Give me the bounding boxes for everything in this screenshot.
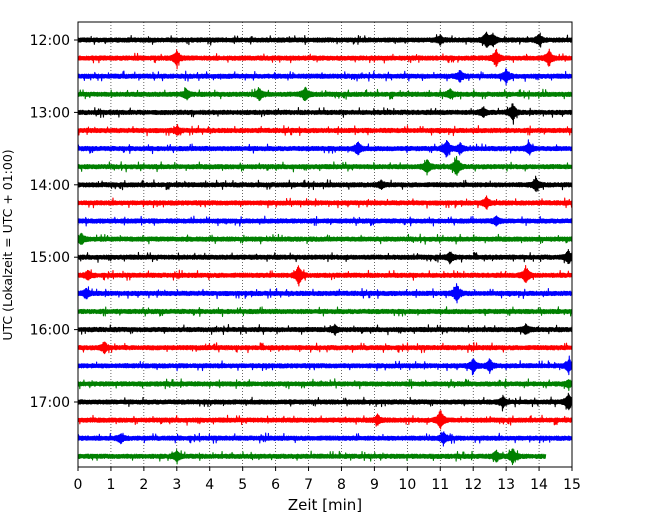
trace-1415 [77, 195, 573, 210]
x-tick-label-15: 15 [563, 477, 581, 493]
y-tick-label-15:00: 15:00 [30, 250, 70, 266]
x-tick-label-10: 10 [398, 477, 416, 493]
y-tick-label-13:00: 13:00 [30, 105, 70, 121]
x-tick-label-8: 8 [337, 477, 346, 493]
trace-1215 [77, 48, 573, 70]
trace-1200 [77, 31, 573, 49]
trace-1445 [77, 232, 573, 245]
trace-1500 [77, 249, 573, 265]
trace-1600 [77, 323, 573, 336]
x-tick-label-14: 14 [530, 477, 548, 493]
y-tick-label-12:00: 12:00 [30, 33, 70, 49]
y-axis-ticks: 12:00 13:00 14:00 15:00 16:00 17:00 [30, 33, 78, 411]
trace-1300 [77, 103, 573, 125]
y-tick-label-17:00: 17:00 [30, 395, 70, 411]
trace-1545 [77, 306, 573, 318]
trace-1615 [77, 341, 573, 355]
trace-1645 [77, 378, 573, 392]
trace-1230 [77, 68, 573, 86]
x-axis-label: Zeit [min] [288, 496, 362, 514]
x-axis-ticks: 0 1 2 3 4 5 6 7 8 9 10 11 12 13 14 15 [74, 467, 581, 493]
trace-1515 [77, 264, 573, 287]
trace-1315 [77, 124, 573, 137]
trace-1745 [77, 448, 547, 466]
x-tick-label-4: 4 [205, 477, 214, 493]
trace-1400 [77, 175, 573, 193]
x-tick-label-6: 6 [271, 477, 280, 493]
x-tick-label-7: 7 [304, 477, 313, 493]
trace-1730 [77, 431, 573, 447]
trace-1530 [77, 283, 573, 304]
y-tick-label-16:00: 16:00 [30, 323, 70, 339]
x-tick-label-5: 5 [238, 477, 247, 493]
x-tick-label-13: 13 [497, 477, 515, 493]
trace-1700 [77, 392, 573, 412]
y-tick-label-14:00: 14:00 [30, 178, 70, 194]
x-tick-label-12: 12 [464, 477, 482, 493]
trace-1630 [77, 355, 573, 376]
x-tick-label-3: 3 [172, 477, 181, 493]
x-tick-label-1: 1 [106, 477, 115, 493]
trace-1430 [77, 215, 573, 227]
trace-1345 [77, 155, 573, 176]
plot-frame [77, 21, 573, 468]
x-tick-label-0: 0 [74, 477, 83, 493]
x-tick-label-2: 2 [139, 477, 148, 493]
trace-1245 [77, 86, 573, 102]
traces-group [77, 31, 573, 466]
trace-1715 [77, 410, 573, 430]
x-tick-label-9: 9 [370, 477, 379, 493]
y-axis-label: UTC (Lokalzeit = UTC + 01:00) [0, 149, 15, 340]
x-tick-label-11: 11 [431, 477, 449, 493]
x-gridlines [110, 22, 540, 467]
trace-1330 [77, 139, 573, 158]
